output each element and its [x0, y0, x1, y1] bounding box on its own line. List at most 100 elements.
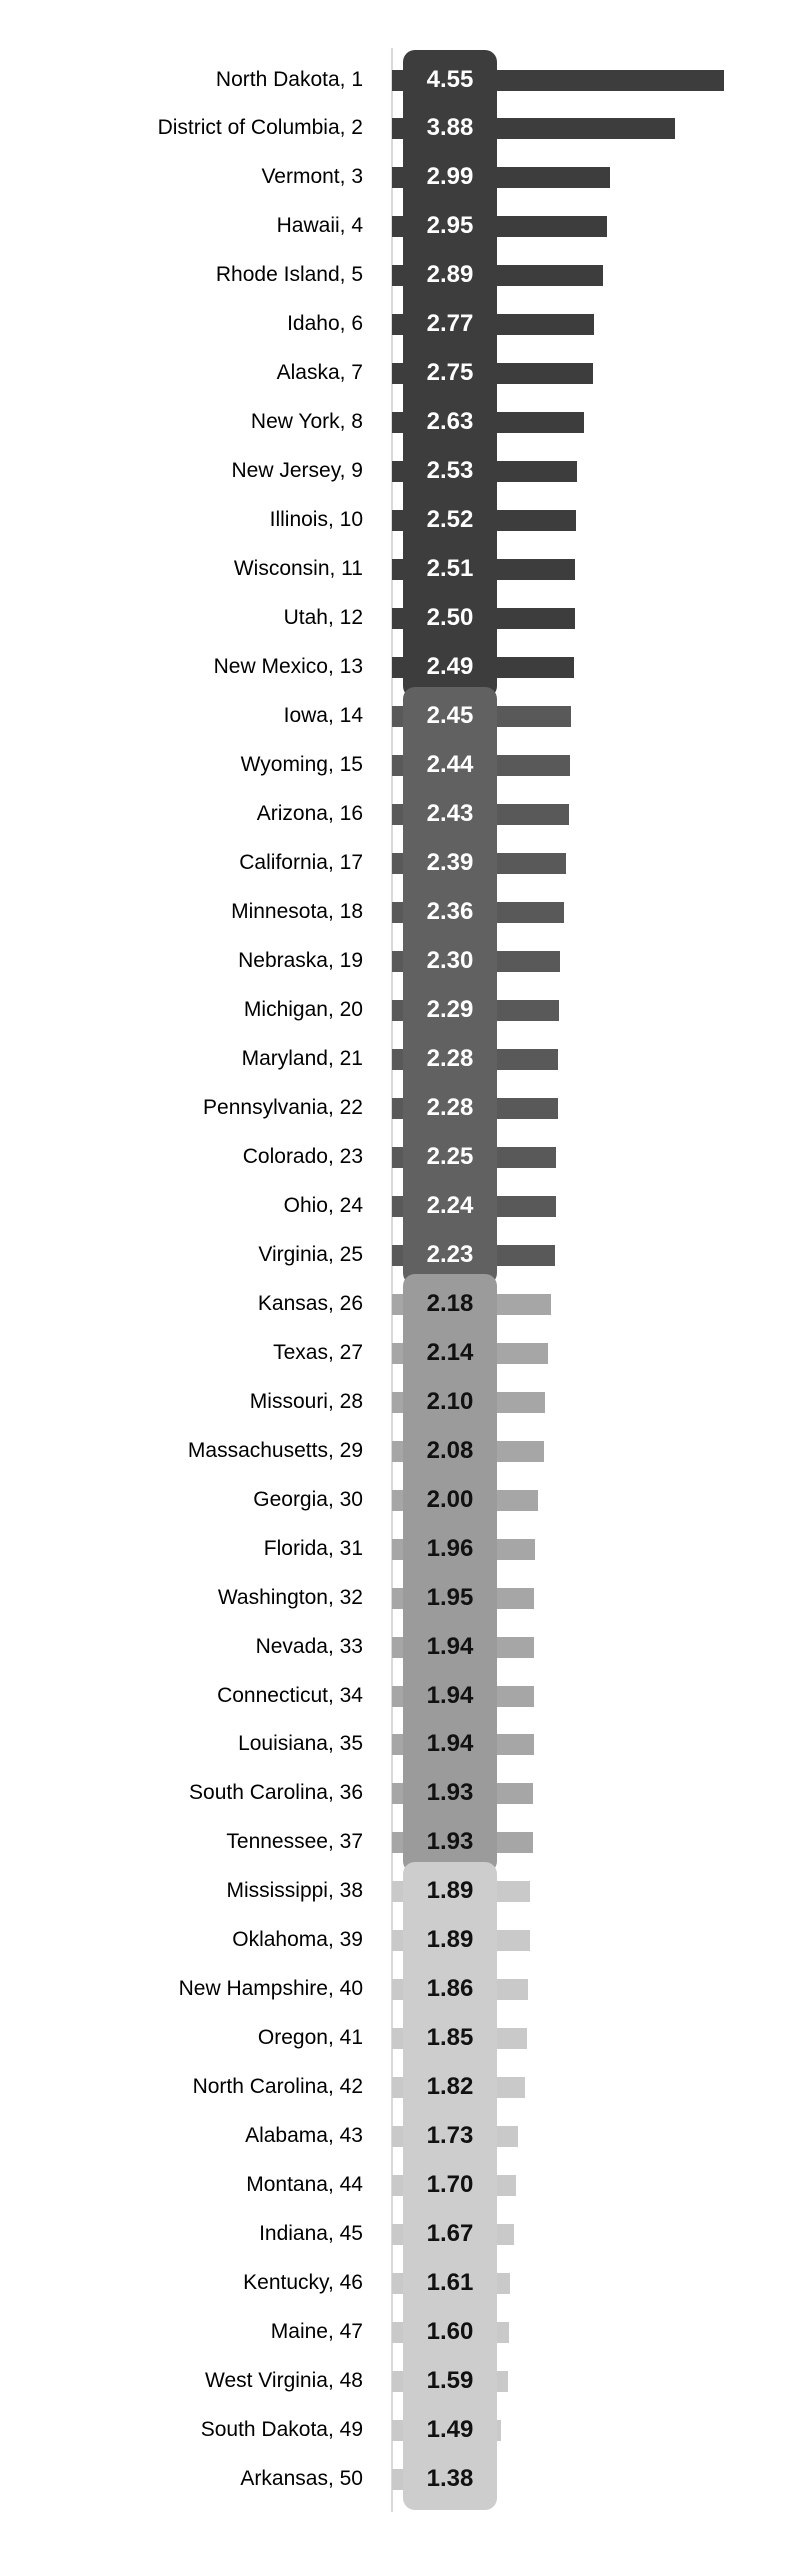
state-label: Maine, 47: [270, 2320, 363, 2344]
state-label: Tennessee, 37: [226, 1830, 363, 1854]
state-label: West Virginia, 48: [205, 2369, 363, 2393]
state-label: Rhode Island, 5: [215, 263, 363, 287]
state-label: Maryland, 21: [241, 1046, 363, 1070]
state-label: Alaska, 7: [276, 361, 363, 385]
state-label: Arizona, 16: [256, 802, 363, 826]
state-label: Iowa, 14: [283, 704, 363, 728]
value-label: 2.51: [426, 555, 474, 583]
value-label: 2.00: [426, 1485, 474, 1513]
state-label: Missouri, 28: [249, 1389, 363, 1413]
value-label: 1.94: [426, 1681, 474, 1709]
state-label: Utah, 12: [283, 606, 363, 630]
value-label: 2.18: [426, 1289, 474, 1317]
value-label: 2.49: [426, 653, 474, 681]
value-pill-tier: [403, 50, 497, 698]
value-label: 2.10: [426, 1387, 474, 1415]
state-label: California, 17: [239, 851, 363, 875]
value-label: 1.96: [426, 1534, 474, 1562]
state-label: Kansas, 26: [257, 1291, 363, 1315]
value-label: 2.25: [426, 1142, 474, 1170]
value-axis-baseline: [391, 48, 393, 2512]
value-label: 2.63: [426, 408, 474, 436]
value-label: 1.59: [426, 2367, 474, 2395]
state-label: Colorado, 23: [242, 1144, 363, 1168]
state-label: Massachusetts, 29: [187, 1438, 363, 1462]
value-label: 1.89: [426, 1877, 474, 1905]
value-label: 2.89: [426, 261, 474, 289]
value-label: 1.38: [426, 2465, 474, 2493]
value-pill-tier: [403, 1861, 497, 2510]
state-label: Wisconsin, 11: [233, 557, 363, 581]
value-label: 4.55: [426, 65, 474, 93]
state-label: Idaho, 6: [287, 312, 363, 336]
value-label: 1.73: [426, 2122, 474, 2150]
value-label: 1.82: [426, 2073, 474, 2101]
state-label: New Jersey, 9: [231, 459, 364, 483]
value-label: 1.86: [426, 1975, 474, 2003]
state-label: New York, 8: [250, 410, 363, 434]
value-label: 1.95: [426, 1583, 474, 1611]
state-label: Ohio, 24: [283, 1193, 363, 1217]
value-label: 2.29: [426, 995, 474, 1023]
state-label: Arkansas, 50: [240, 2467, 363, 2491]
value-label: 1.93: [426, 1828, 474, 1856]
value-label: 2.23: [426, 1240, 474, 1268]
value-label: 2.30: [426, 946, 474, 974]
value-label: 2.28: [426, 1044, 474, 1072]
state-label: Vermont, 3: [261, 165, 363, 189]
value-label: 2.75: [426, 359, 474, 387]
state-label: Minnesota, 18: [231, 900, 363, 923]
value-label: 1.89: [426, 1926, 474, 1954]
state-label: Oklahoma, 39: [232, 1928, 363, 1952]
value-label: 2.43: [426, 800, 474, 828]
state-label: New Hampshire, 40: [178, 1977, 363, 2001]
state-label: North Dakota, 1: [215, 67, 363, 91]
state-label: Texas, 27: [273, 1340, 363, 1364]
value-label: 2.45: [426, 702, 474, 730]
value-label: 1.70: [426, 2171, 474, 2199]
state-label: Nebraska, 19: [238, 948, 363, 972]
value-label: 1.60: [426, 2318, 474, 2346]
state-label: Montana, 44: [246, 2173, 363, 2197]
state-label: Mississippi, 38: [226, 1879, 363, 1903]
state-label: Louisiana, 35: [238, 1732, 363, 1756]
state-label: Kentucky, 46: [243, 2271, 363, 2295]
value-label: 2.36: [426, 898, 474, 925]
value-label: 2.28: [426, 1093, 474, 1121]
value-pill-tier: [403, 1274, 497, 1873]
value-label: 2.77: [426, 310, 474, 338]
state-label: Connecticut, 34: [217, 1683, 363, 1707]
value-label: 1.61: [426, 2269, 474, 2297]
value-label: 2.95: [426, 212, 474, 240]
value-label: 2.08: [426, 1436, 474, 1464]
state-label: Georgia, 30: [253, 1487, 363, 1511]
state-label: Pennsylvania, 22: [203, 1095, 363, 1119]
value-label: 1.94: [426, 1632, 474, 1660]
state-label: Hawaii, 4: [276, 214, 363, 238]
value-label: 2.24: [426, 1191, 474, 1219]
value-label: 1.67: [426, 2220, 474, 2248]
value-label: 2.53: [426, 457, 474, 485]
value-label: 2.44: [426, 751, 474, 779]
value-label: 2.14: [426, 1338, 474, 1366]
state-label: Washington, 32: [217, 1585, 363, 1609]
state-label: Virginia, 25: [258, 1242, 363, 1266]
state-label: Wyoming, 15: [240, 753, 363, 777]
value-label: 1.49: [426, 2416, 474, 2444]
state-label: Alabama, 43: [245, 2124, 363, 2148]
state-label: South Dakota, 49: [200, 2418, 363, 2442]
state-label: North Carolina, 42: [192, 2075, 363, 2099]
value-label: 1.93: [426, 1779, 474, 1807]
state-label: Nevada, 33: [255, 1634, 363, 1658]
value-pill-tier: [403, 686, 497, 1286]
state-label: New Mexico, 13: [213, 655, 363, 679]
state-label: District of Columbia, 2: [157, 116, 363, 140]
value-label: 3.88: [426, 114, 474, 142]
value-label: 2.52: [426, 506, 474, 534]
value-label: 2.50: [426, 604, 474, 632]
state-label: South Carolina, 36: [189, 1781, 363, 1805]
value-label: 1.85: [426, 2024, 474, 2052]
state-label: Oregon, 41: [257, 2026, 363, 2050]
value-label: 2.99: [426, 163, 474, 191]
